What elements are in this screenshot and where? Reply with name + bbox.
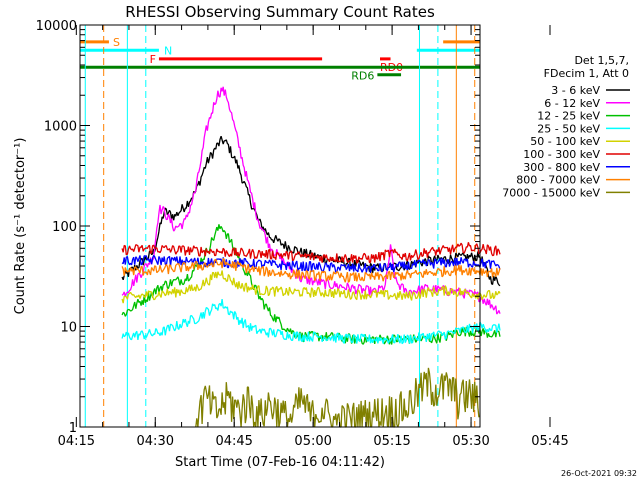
legend-label-300-800-kev: 300 - 800 keV <box>523 161 600 174</box>
x-tick-label: 05:15 <box>373 434 410 449</box>
x-tick-label: 04:45 <box>215 434 252 449</box>
y-tick-label: 10000 <box>36 19 77 34</box>
series-line-50-100-kev <box>121 270 501 304</box>
legend-label-7000-15000-kev: 7000 - 15000 keV <box>502 186 600 199</box>
x-axis-ticks: 04:15 04:30 04:45 05:00 05:15 05:30 05:45 <box>58 25 569 449</box>
legend-label-6-12-kev: 6 - 12 keV <box>544 97 600 110</box>
series-line-100-300-kev <box>121 242 501 264</box>
x-tick-label: 05:00 <box>294 434 331 449</box>
x-tick-label: 05:30 <box>452 434 489 449</box>
y-axis-label: Count Rate (s⁻¹ detector⁻¹) <box>13 138 28 315</box>
legend-header-line: Det 1,5,7, <box>574 54 629 67</box>
y-tick-label: 10 <box>60 321 77 336</box>
y-tick-label: 1 <box>69 421 77 436</box>
legend-header-line: FDecim 1, Att 0 <box>544 67 629 80</box>
x-tick-label: 05:45 <box>531 434 568 449</box>
series-line-25-50-kev <box>121 299 501 345</box>
x-tick-label: 04:30 <box>137 434 174 449</box>
legend-label-50-100-kev: 50 - 100 keV <box>530 135 600 148</box>
x-tick-label: 04:15 <box>58 434 95 449</box>
flag-label-rd6: RD6 <box>351 70 374 83</box>
x-axis-label: Start Time (07-Feb-16 04:11:42) <box>175 455 385 470</box>
y-tick-label: 100 <box>52 220 77 235</box>
series-line-800-7000-kev <box>121 257 501 283</box>
chart-title: RHESSI Observing Summary Count Rates <box>125 3 435 21</box>
data-series <box>121 86 501 428</box>
flag-label-n: N <box>164 44 172 57</box>
flag-label-f: F <box>150 53 156 66</box>
series-line-12-25-kev <box>121 224 501 345</box>
y-axis-ticks: 1 10 100 1000 10000 <box>36 19 480 436</box>
legend-label-12-25-kev: 12 - 25 keV <box>537 110 600 123</box>
legend-label-800-7000-kev: 800 - 7000 keV <box>516 174 600 187</box>
legend-label-100-300-kev: 100 - 300 keV <box>523 148 600 161</box>
footer-timestamp: 26-Oct-2021 09:32 <box>561 469 637 478</box>
series-line-7000-15000-kev <box>195 367 480 428</box>
flag-label-s: S <box>113 36 120 49</box>
series-line-6-12-kev <box>121 86 501 315</box>
y-tick-label: 1000 <box>44 120 77 135</box>
legend-label-25-50-kev: 25 - 50 keV <box>537 122 600 135</box>
legend-label-3-6-kev: 3 - 6 keV <box>551 84 600 97</box>
